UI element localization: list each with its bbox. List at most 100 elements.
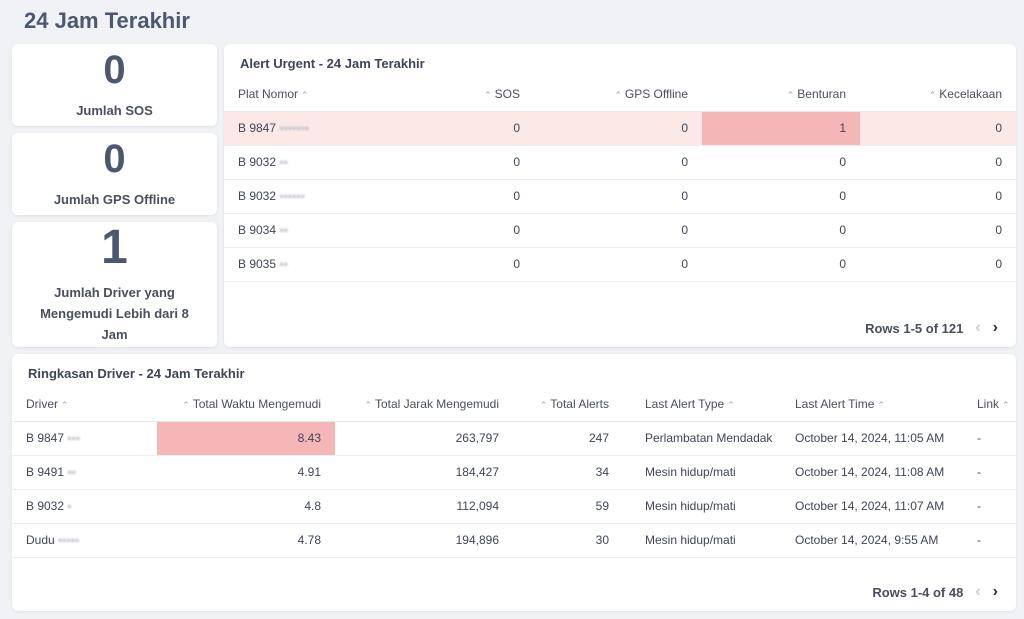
page-title: 24 Jam Terakhir bbox=[24, 8, 190, 33]
col-header-gps-offline[interactable]: ⌃ GPS Offline bbox=[534, 77, 702, 112]
cell-gps: 0 bbox=[534, 111, 702, 146]
cell-plate: B 9034 ▪▪ bbox=[224, 213, 384, 248]
cell-total-jarak: 112,094 bbox=[335, 489, 513, 524]
cell-driver: B 9491 ▪▪ bbox=[12, 455, 157, 490]
cell-plate: B 9032 ▪▪▪▪▪▪ bbox=[224, 179, 384, 214]
cell-benturan: 0 bbox=[702, 179, 860, 214]
pagination-status: Rows 1-4 of 48 bbox=[872, 584, 964, 600]
cell-last-alert-time: October 14, 2024, 11:05 AM bbox=[781, 421, 963, 456]
table-row[interactable]: B 9032 ▪▪ 0 0 0 0 bbox=[224, 145, 1016, 180]
col-header-sos[interactable]: ⌃ SOS bbox=[384, 77, 534, 112]
cell-total-alerts: 247 bbox=[513, 421, 623, 456]
cell-last-alert-type: Mesin hidup/mati bbox=[623, 455, 781, 490]
stat-card-sos: 0 Jumlah SOS bbox=[12, 44, 217, 126]
driver-summary-card: Ringkasan Driver - 24 Jam Terakhir Drive… bbox=[12, 354, 1016, 611]
cell-link[interactable]: - bbox=[963, 523, 1016, 558]
table-row[interactable]: B 9847 ▪▪▪▪▪▪▪ 0 0 1 0 bbox=[224, 111, 1016, 146]
col-header-benturan[interactable]: ⌃ Benturan bbox=[702, 77, 860, 112]
cell-kecelakaan: 0 bbox=[860, 213, 1016, 248]
cell-total-waktu: 4.78 bbox=[157, 523, 335, 558]
cell-benturan: 0 bbox=[702, 247, 860, 282]
cell-driver: B 9847 ▪▪▪ bbox=[12, 421, 157, 456]
cell-plate: B 9035 ▪▪ bbox=[224, 247, 384, 282]
alert-urgent-title: Alert Urgent - 24 Jam Terakhir bbox=[240, 56, 425, 71]
cell-gps: 0 bbox=[534, 213, 702, 248]
cell-plate: B 9847 ▪▪▪▪▪▪▪ bbox=[224, 111, 384, 146]
cell-plate: B 9032 ▪▪ bbox=[224, 145, 384, 180]
chevron-right-icon[interactable]: › bbox=[992, 583, 998, 600]
cell-last-alert-type: Mesin hidup/mati bbox=[623, 523, 781, 558]
table-row[interactable]: B 9034 ▪▪ 0 0 0 0 bbox=[224, 213, 1016, 248]
cell-total-alerts: 34 bbox=[513, 455, 623, 490]
chevron-right-icon[interactable]: › bbox=[992, 319, 998, 336]
cell-total-jarak: 184,427 bbox=[335, 455, 513, 490]
sort-up-icon: ⌃ bbox=[786, 89, 795, 100]
cell-link[interactable]: - bbox=[963, 421, 1016, 456]
cell-gps: 0 bbox=[534, 179, 702, 214]
cell-kecelakaan: 0 bbox=[860, 247, 1016, 282]
table-header-row: Plat Nomor ⌃ ⌃ SOS ⌃ GPS Offline ⌃ Benturan … bbox=[224, 77, 1016, 112]
col-header-total-jarak[interactable]: ⌃ Total Jarak Mengemudi bbox=[335, 387, 513, 422]
cell-total-jarak: 263,797 bbox=[335, 421, 513, 456]
col-header-total-alerts[interactable]: ⌃ Total Alerts bbox=[513, 387, 623, 422]
sort-up-icon: ⌃ bbox=[364, 399, 372, 410]
cell-benturan: 1 bbox=[702, 111, 860, 146]
cell-total-alerts: 59 bbox=[513, 489, 623, 524]
table-row[interactable]: Dudu ▪▪▪▪▪ 4.78 194,896 30 Mesin hidup/m… bbox=[12, 523, 1016, 558]
chevron-left-icon[interactable]: ‹ bbox=[975, 319, 981, 336]
col-header-last-alert-time[interactable]: Last Alert Time ⌃ bbox=[781, 387, 963, 422]
cell-total-waktu: 4.8 bbox=[157, 489, 335, 524]
cell-sos: 0 bbox=[384, 145, 534, 180]
cell-gps: 0 bbox=[534, 145, 702, 180]
cell-sos: 0 bbox=[384, 213, 534, 248]
table-row[interactable]: B 9847 ▪▪▪ 8.43 263,797 247 Perlambatan … bbox=[12, 421, 1016, 456]
cell-link[interactable]: - bbox=[963, 455, 1016, 490]
alert-urgent-table: Plat Nomor ⌃ ⌃ SOS ⌃ GPS Offline ⌃ Benturan … bbox=[224, 77, 1016, 282]
stat-card-driver-over-8h: 1 Jumlah Driver yang Mengemudi Lebih dar… bbox=[12, 222, 217, 347]
cell-last-alert-time: October 14, 2024, 11:07 AM bbox=[781, 489, 963, 524]
alert-urgent-pagination: Rows 1-5 of 121 ‹ › bbox=[865, 319, 998, 337]
col-header-last-alert-type[interactable]: Last Alert Type ⌃ bbox=[623, 387, 781, 422]
cell-last-alert-type: Perlambatan Mendadak bbox=[623, 421, 781, 456]
table-row[interactable]: B 9032 ▪▪▪▪▪▪ 0 0 0 0 bbox=[224, 179, 1016, 214]
cell-sos: 0 bbox=[384, 247, 534, 282]
cell-total-waktu: 8.43 bbox=[157, 421, 335, 456]
sort-up-icon: ⌃ bbox=[61, 399, 69, 410]
sort-up-icon: ⌃ bbox=[877, 399, 885, 410]
chevron-left-icon[interactable]: ‹ bbox=[975, 583, 981, 600]
col-header-total-waktu[interactable]: ⌃ Total Waktu Mengemudi bbox=[157, 387, 335, 422]
alert-urgent-card: Alert Urgent - 24 Jam Terakhir Plat Nomo… bbox=[224, 44, 1016, 347]
sort-up-icon: ⌃ bbox=[928, 89, 937, 100]
stat-card-gps-offline: 0 Jumlah GPS Offline bbox=[12, 133, 217, 215]
sort-up-icon: ⌃ bbox=[484, 89, 492, 100]
cell-driver: Dudu ▪▪▪▪▪ bbox=[12, 523, 157, 558]
table-row[interactable]: B 9035 ▪▪ 0 0 0 0 bbox=[224, 247, 1016, 282]
pagination-status: Rows 1-5 of 121 bbox=[865, 320, 964, 336]
cell-kecelakaan: 0 bbox=[860, 145, 1016, 180]
sort-up-icon: ⌃ bbox=[1002, 399, 1010, 410]
cell-link[interactable]: - bbox=[963, 489, 1016, 524]
cell-total-alerts: 30 bbox=[513, 523, 623, 558]
stat-value-driver-over-8h: 1 bbox=[101, 221, 128, 274]
stat-label-gps-offline: Jumlah GPS Offline bbox=[53, 191, 176, 207]
sort-up-icon: ⌃ bbox=[301, 89, 309, 100]
cell-last-alert-time: October 14, 2024, 9:55 AM bbox=[781, 523, 963, 558]
stat-label-driver-over-8h: Jumlah Driver yang Mengemudi Lebih dari … bbox=[40, 285, 189, 342]
stat-label-sos: Jumlah SOS bbox=[76, 102, 153, 118]
driver-summary-table: Driver ⌃ ⌃ Total Waktu Mengemudi ⌃ Total Ja… bbox=[12, 387, 1016, 558]
sort-up-icon: ⌃ bbox=[727, 399, 735, 410]
col-header-kecelakaan[interactable]: ⌃ Kecelakaan bbox=[860, 77, 1016, 112]
cell-kecelakaan: 0 bbox=[860, 111, 1016, 146]
sort-up-icon: ⌃ bbox=[614, 89, 622, 100]
cell-last-alert-time: October 14, 2024, 11:08 AM bbox=[781, 455, 963, 490]
col-header-driver[interactable]: Driver ⌃ bbox=[12, 387, 157, 422]
table-row[interactable]: B 9032 ▪ 4.8 112,094 59 Mesin hidup/mati… bbox=[12, 489, 1016, 524]
cell-kecelakaan: 0 bbox=[860, 179, 1016, 214]
col-header-plat-nomor[interactable]: Plat Nomor ⌃ bbox=[224, 77, 384, 112]
cell-sos: 0 bbox=[384, 179, 534, 214]
driver-summary-pagination: Rows 1-4 of 48 ‹ › bbox=[872, 583, 998, 601]
col-header-link[interactable]: Link ⌃ bbox=[963, 387, 1016, 422]
cell-benturan: 0 bbox=[702, 145, 860, 180]
cell-driver: B 9032 ▪ bbox=[12, 489, 157, 524]
table-row[interactable]: B 9491 ▪▪ 4.91 184,427 34 Mesin hidup/ma… bbox=[12, 455, 1016, 490]
